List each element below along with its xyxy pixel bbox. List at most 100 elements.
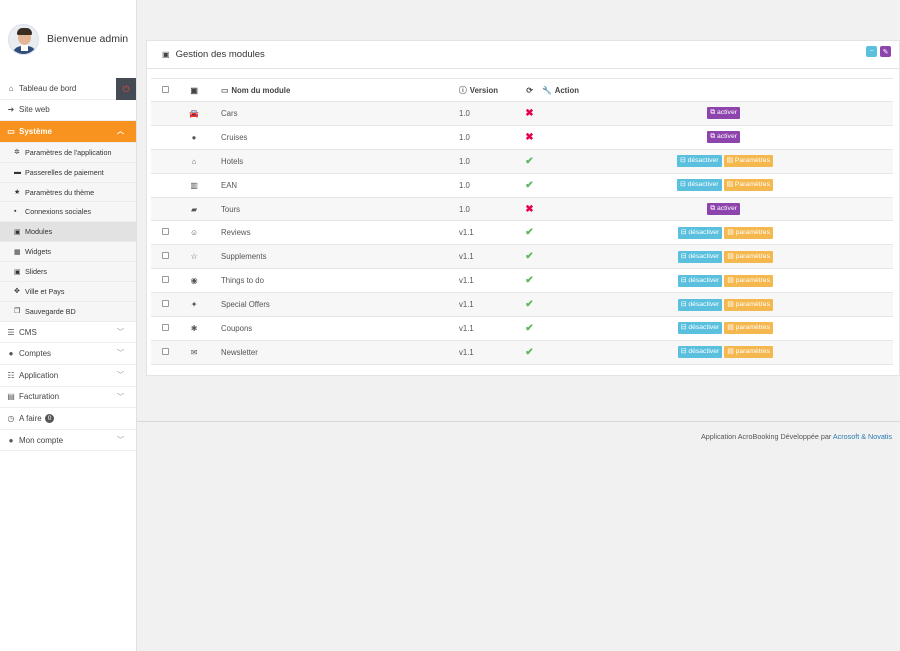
power-icon[interactable]: ⏻: [116, 78, 136, 100]
module-version: 1.0: [459, 132, 470, 142]
module-version: 1.0: [459, 180, 470, 190]
params-button[interactable]: ▤ paramètres: [724, 226, 773, 239]
user-icon: ●: [8, 349, 14, 359]
list-icon: ▤: [726, 181, 735, 189]
row-checkbox[interactable]: [161, 252, 169, 260]
sidebar-item-tableau-de-bord[interactable]: ⌂ Tableau de bord ⏻: [0, 78, 136, 100]
footer-link-acrosoft[interactable]: Acrosoft: [832, 432, 860, 441]
sidebar-item-mon-compte[interactable]: ● Mon compte ﹀: [0, 430, 136, 452]
params-button[interactable]: ▤ paramètres: [724, 346, 773, 359]
activate-button[interactable]: ⧉ activer: [707, 203, 740, 215]
wrench-icon: 🔧: [542, 85, 552, 95]
sidebar-item-a-faire[interactable]: ◷ A faire 0: [0, 408, 136, 430]
subnav-item-ville-et-pays[interactable]: ✥ Ville et Pays: [0, 282, 136, 302]
deactivate-label: désactiver: [688, 252, 720, 260]
column-version: Version: [469, 85, 498, 95]
row-checkbox[interactable]: [161, 276, 169, 284]
module-version: v1.1: [459, 228, 474, 238]
subnav-item-passerelles-de-paiement[interactable]: ▬ Passerelles de paiement: [0, 162, 136, 183]
subnav-item-sliders[interactable]: ▣ Sliders: [0, 262, 136, 283]
times-icon: ✖: [525, 131, 534, 143]
sidebar-nav: ⌂ Tableau de bord ⏻ ➜ Site web ▭ Système ︿ ✲ Para…: [0, 78, 136, 452]
subnav-item-sauvegarde-bd[interactable]: ❐ Sauvegarde BD: [0, 301, 136, 322]
sidebar-item-label: Tableau de bord: [19, 83, 77, 93]
subnav-item-param-tres-de-l-application[interactable]: ✲ Paramètres de l'application: [0, 142, 136, 163]
minus-icon: ⊟: [680, 228, 689, 236]
deactivate-button[interactable]: ⊟ désactiver: [677, 250, 723, 263]
params-button[interactable]: ▤ Paramètres: [723, 179, 773, 192]
image-icon: ▣: [190, 85, 198, 95]
activate-button[interactable]: ⧉ activer: [707, 131, 740, 144]
external-link-icon: ⧉: [710, 205, 717, 212]
subnav-item-param-tres-du-th-me[interactable]: ★ Paramètres du thème: [0, 182, 136, 203]
times-icon: ✖: [525, 107, 534, 119]
module-name: Cars: [221, 108, 238, 118]
external-link-icon: ⧉: [710, 109, 717, 117]
sidebar-item-facturation[interactable]: ▤ Facturation ﹀: [0, 387, 136, 409]
activate-button[interactable]: ⧉ activer: [707, 107, 740, 120]
building-icon: ▥: [190, 180, 198, 190]
sidebar-item-syst-me[interactable]: ▭ Système ︿: [0, 121, 136, 143]
row-checkbox[interactable]: [161, 228, 169, 236]
edit-button[interactable]: ✎: [880, 46, 891, 57]
sidebar-item-site-web[interactable]: ➜ Site web: [0, 100, 136, 122]
deactivate-label: désactiver: [688, 324, 720, 332]
sidebar-item-label: Facturation: [19, 392, 60, 402]
check-icon: ✔: [525, 179, 534, 191]
params-label: Paramètres: [734, 157, 770, 165]
deactivate-button[interactable]: ⊟ désactiver: [676, 179, 722, 192]
module-version: 1.0: [459, 204, 470, 214]
home-icon: ⌂: [191, 156, 197, 166]
sidebar-item-cms[interactable]: ☰ CMS ﹀: [0, 322, 136, 344]
module-version: v1.1: [459, 347, 474, 357]
params-button[interactable]: ▤ paramètres: [724, 322, 773, 335]
table-row: 🚘 Cars 1.0 ✖ ⧉ activer: [151, 101, 893, 126]
deactivate-button[interactable]: ⊟ désactiver: [677, 274, 723, 287]
activate-label: activer: [716, 133, 737, 141]
picture-icon: ▣: [14, 268, 21, 276]
module-name: Things to do: [221, 276, 264, 286]
row-checkbox[interactable]: [161, 300, 169, 308]
check-icon: ✔: [525, 322, 534, 334]
deactivate-button[interactable]: ⊟ désactiver: [677, 346, 723, 359]
footer-amp: &: [861, 432, 867, 441]
module-name: Cruises: [221, 132, 248, 142]
minimize-button[interactable]: −: [866, 46, 877, 57]
params-label: paramètres: [735, 252, 770, 260]
deactivate-label: désactiver: [688, 276, 720, 284]
credit-card-icon: ▬: [14, 168, 21, 176]
sidebar-item-comptes[interactable]: ● Comptes ﹀: [0, 343, 136, 365]
modules-panel: ▣ Gestion des modules − ✎ ▣ ▭ Nom du modu…: [146, 40, 900, 376]
list-icon: ▤: [727, 348, 736, 356]
deactivate-button[interactable]: ⊟ désactiver: [676, 155, 722, 168]
subnav-item-modules[interactable]: ▣ Modules: [0, 222, 136, 243]
share-icon: ▪: [14, 208, 17, 216]
deactivate-button[interactable]: ⊟ désactiver: [677, 298, 723, 311]
row-checkbox[interactable]: [161, 323, 169, 331]
deactivate-button[interactable]: ⊟ désactiver: [677, 322, 723, 335]
minus-icon: ⊟: [680, 300, 689, 308]
module-version: v1.1: [459, 323, 474, 333]
subnav-item-connexions-sociales[interactable]: ▪ Connexions sociales: [0, 202, 136, 223]
chevron-down-icon: ﹀: [117, 350, 124, 358]
params-button[interactable]: ▤ Paramètres: [723, 155, 773, 168]
params-label: paramètres: [735, 300, 770, 308]
subnav-item-widgets[interactable]: ▦ Widgets: [0, 242, 136, 263]
minus-icon: ⊟: [680, 276, 689, 284]
footer-link-novatis[interactable]: Novatis: [868, 432, 892, 441]
deactivate-button[interactable]: ⊟ désactiver: [677, 226, 723, 239]
bars-icon: ☰: [7, 327, 15, 337]
user-icon: ●: [8, 435, 14, 445]
laptop-icon: ▭: [7, 126, 15, 136]
select-all-checkbox[interactable]: [161, 85, 169, 93]
sidebar-item-application[interactable]: ☷ Application ﹀: [0, 365, 136, 387]
deactivate-label: désactiver: [688, 228, 720, 236]
list-icon: ▤: [727, 300, 736, 308]
table-row: ⌂ Hotels 1.0 ✔ ⊟ désactiver ▤ Paramètres: [151, 149, 893, 174]
row-checkbox[interactable]: [161, 347, 169, 355]
column-action: Action: [554, 85, 579, 95]
params-button[interactable]: ▤ paramètres: [724, 250, 773, 263]
avatar[interactable]: [8, 23, 39, 55]
params-button[interactable]: ▤ paramètres: [724, 298, 773, 311]
params-button[interactable]: ▤ paramètres: [724, 274, 773, 287]
